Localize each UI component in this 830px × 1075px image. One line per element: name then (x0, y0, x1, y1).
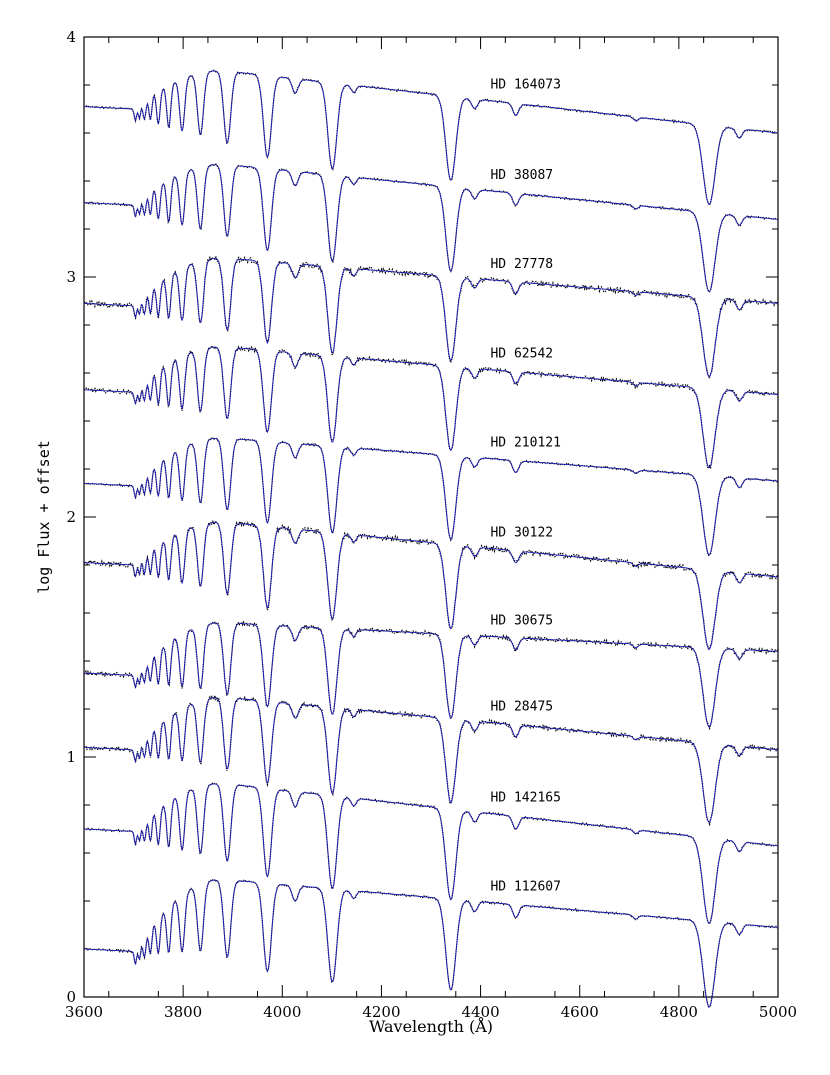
model-spectrum-line (83, 257, 779, 378)
observed-spectrum-line (83, 437, 779, 557)
series-label: HD 28475 (490, 699, 553, 714)
x-axis-label: Wavelength (Å) (369, 1016, 493, 1036)
y-tick-label: 1 (66, 748, 76, 766)
series-label: HD 164073 (490, 78, 560, 93)
observed-spectrum-line (83, 782, 779, 925)
plot-frame (83, 36, 779, 998)
y-tick-label: 0 (66, 988, 76, 1006)
spectrum-hd-38087 (83, 163, 779, 293)
observed-spectrum-line (83, 878, 779, 1008)
x-tick-label: 4000 (263, 1003, 301, 1021)
series-label: HD 142165 (490, 790, 560, 805)
x-tick-label: 4400 (461, 1003, 499, 1021)
model-spectrum-line (83, 437, 779, 556)
x-tick-label: 4600 (561, 1003, 599, 1021)
series-label: HD 30675 (490, 613, 553, 628)
series-label: HD 30122 (490, 525, 553, 540)
y-tick-label: 2 (66, 508, 76, 526)
series-group (83, 69, 779, 1008)
axis-ticks: 3600 3800 4000 4200 4400 4600 4800 5000 0 1 2 3 4 (65, 28, 797, 1021)
model-spectrum-line (83, 70, 779, 205)
model-spectrum-line (83, 346, 779, 469)
spectrum-hd-112607 (83, 878, 779, 1008)
x-tick-label: 4800 (660, 1003, 698, 1021)
series-label: HD 210121 (490, 436, 560, 451)
model-spectrum-line (83, 164, 779, 292)
model-spectrum-line (83, 622, 779, 728)
series-label: HD 38087 (490, 168, 553, 183)
y-tick-label: 4 (66, 28, 76, 46)
spectrum-hd-164073 (83, 69, 779, 207)
model-spectrum-line (83, 697, 779, 823)
model-spectrum-line (83, 521, 779, 650)
model-spectrum-line (83, 783, 779, 924)
observed-spectrum-line (83, 693, 779, 827)
observed-spectrum-line (83, 519, 779, 650)
y-tick-label: 3 (66, 268, 76, 286)
model-spectrum-line (83, 879, 779, 1008)
labels-group: HD 164073 HD 38087 HD 27778 HD 62542 HD 2101… (490, 78, 560, 895)
spectrum-hd-28475 (83, 693, 779, 827)
observed-spectrum-line (83, 163, 779, 293)
spectrum-hd-27778 (83, 255, 779, 379)
x-tick-label: 4200 (362, 1003, 400, 1021)
y-axis-label: log Flux + offset (35, 440, 53, 594)
series-label: HD 62542 (490, 347, 553, 362)
spectrum-hd-30675 (83, 620, 779, 731)
spectrum-hd-62542 (83, 344, 779, 470)
spectrum-hd-210121 (83, 437, 779, 557)
spectrum-hd-30122 (83, 519, 779, 650)
spectrum-hd-142165 (83, 782, 779, 925)
x-tick-label: 5000 (759, 1003, 797, 1021)
series-label: HD 112607 (490, 880, 560, 895)
x-tick-label: 3600 (65, 1003, 103, 1021)
series-label: HD 27778 (490, 257, 553, 272)
observed-spectrum-line (83, 620, 779, 731)
x-tick-label: 3800 (164, 1003, 202, 1021)
